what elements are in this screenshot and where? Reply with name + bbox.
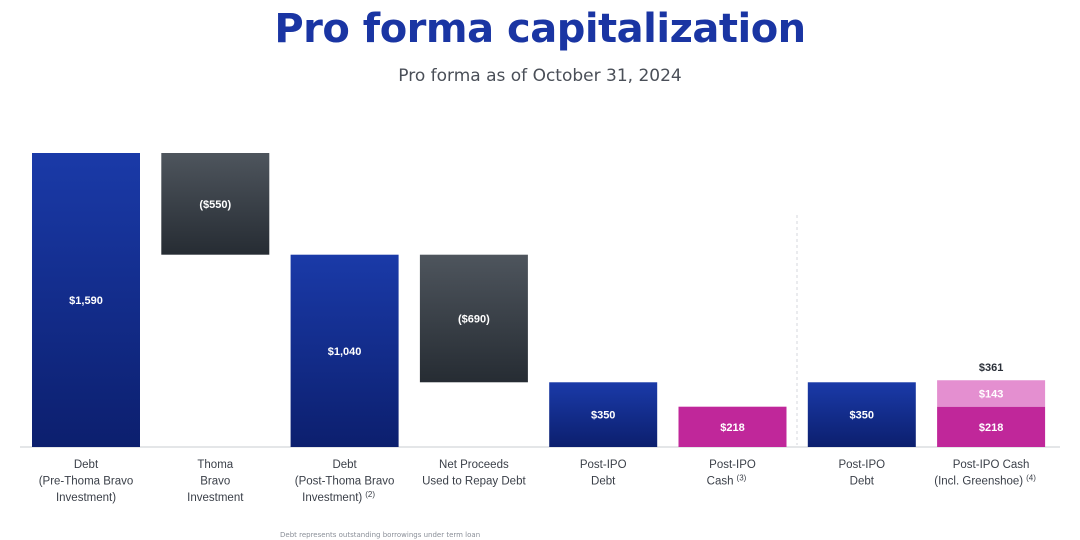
bar <box>290 254 399 447</box>
bar-segment <box>937 380 1046 407</box>
category-label: Bravo <box>200 476 230 488</box>
bar <box>549 382 658 447</box>
category-label: (Post-Thoma Bravo <box>295 476 395 488</box>
category-label: Debt <box>591 476 616 488</box>
category-label: (Pre-Thoma Bravo <box>39 476 134 488</box>
category-label: Post-IPO <box>709 459 756 471</box>
bar <box>419 254 528 383</box>
category-label: Thoma <box>197 459 233 471</box>
bar <box>32 153 140 447</box>
category-label: Investment <box>187 492 244 504</box>
category-label: Used to Repay Debt <box>422 476 526 488</box>
bar-value-label: ($550) <box>199 199 231 211</box>
bar-value-label: $143 <box>979 388 1003 400</box>
bar <box>807 382 916 447</box>
category-label: (Incl. Greenshoe) (4) <box>934 474 1036 488</box>
category-label: Investment) <box>56 492 116 504</box>
bar-value-label: $350 <box>850 410 874 422</box>
category-label: Debt <box>332 459 357 471</box>
bar <box>161 153 270 255</box>
category-label: Post-IPO <box>580 459 627 471</box>
bar-value-label: $218 <box>720 422 744 434</box>
category-label: Cash (3) <box>707 474 747 488</box>
category-label: Investment) (2) <box>302 490 375 504</box>
bar-segment <box>937 406 1046 447</box>
category-label: Post-IPO Cash <box>953 459 1030 471</box>
bar-value-label: $350 <box>591 410 615 422</box>
category-label: Debt <box>850 476 875 488</box>
category-label: Post-IPO <box>838 459 885 471</box>
page-title: Pro forma capitalization <box>274 6 806 52</box>
bar-value-label: $218 <box>979 422 1003 434</box>
page-subtitle: Pro forma as of October 31, 2024 <box>398 66 682 86</box>
bar-value-label: $1,040 <box>328 346 362 358</box>
footnote: Debt represents outstanding borrowings u… <box>280 531 481 539</box>
category-label: Debt <box>74 459 99 471</box>
category-label: Net Proceeds <box>439 459 509 471</box>
bar-value-label: $1,590 <box>69 295 103 307</box>
bar-value-label: ($690) <box>458 313 490 325</box>
bar-total-label: $361 <box>979 362 1003 374</box>
bar <box>678 406 787 447</box>
